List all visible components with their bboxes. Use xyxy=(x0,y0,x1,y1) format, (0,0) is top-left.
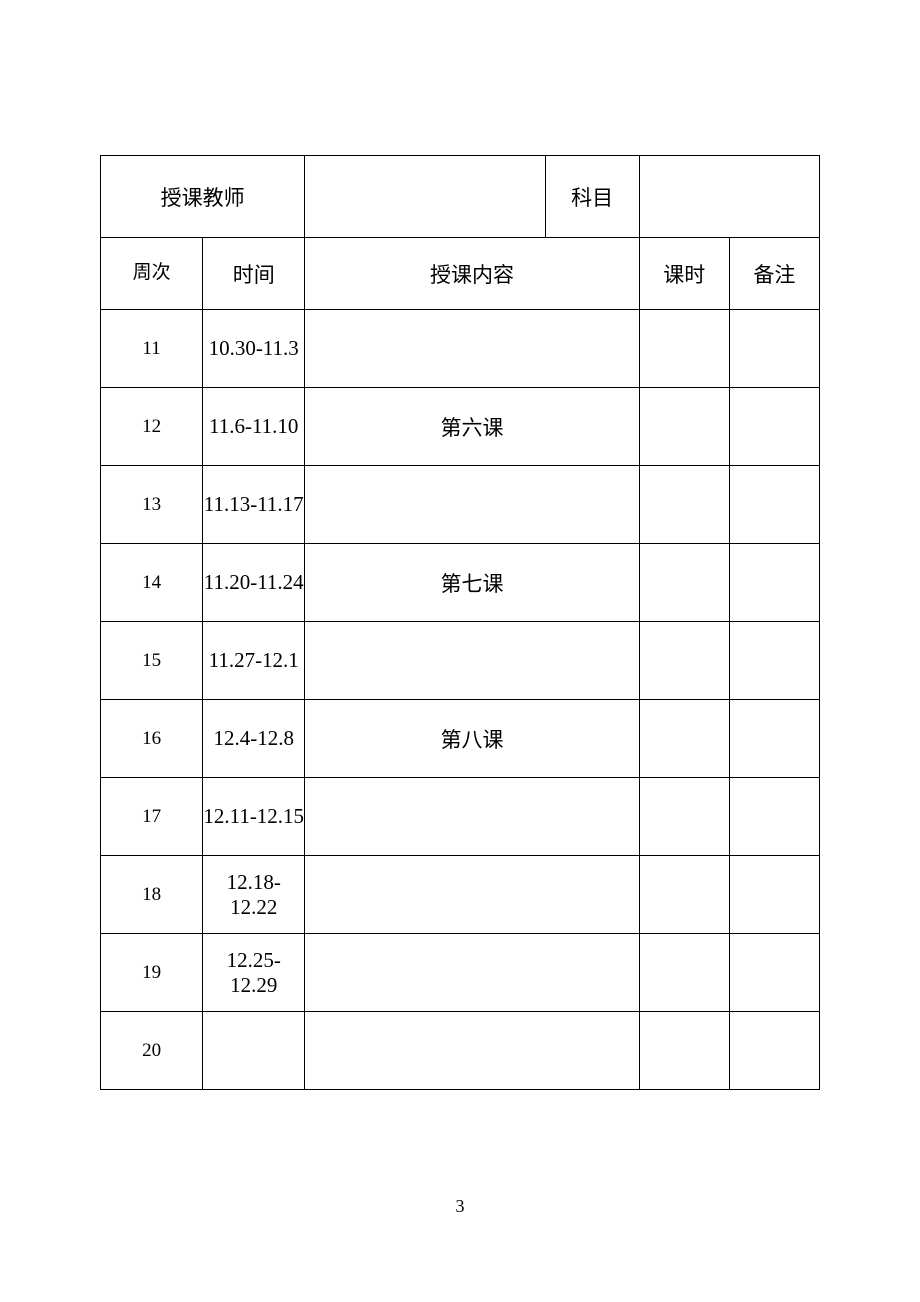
subject-value-cell xyxy=(639,156,819,238)
cell-content xyxy=(305,934,639,1012)
cell-hours xyxy=(639,1012,729,1090)
cell-content xyxy=(305,622,639,700)
cell-hours xyxy=(639,700,729,778)
cell-content: 第七课 xyxy=(305,544,639,622)
cell-week: 14 xyxy=(101,544,203,622)
cell-hours xyxy=(639,310,729,388)
cell-hours xyxy=(639,466,729,544)
cell-week: 20 xyxy=(101,1012,203,1090)
cell-time: 12.11-12.15 xyxy=(203,778,305,856)
cell-week: 16 xyxy=(101,700,203,778)
table-row: 12 11.6-11.10 第六课 xyxy=(101,388,820,466)
col-header-hours: 课时 xyxy=(639,238,729,310)
cell-notes xyxy=(729,778,819,856)
table-row: 17 12.11-12.15 xyxy=(101,778,820,856)
cell-week: 17 xyxy=(101,778,203,856)
cell-content xyxy=(305,310,639,388)
table-column-header-row: 周次 时间 授课内容 课时 备注 xyxy=(101,238,820,310)
page-number: 3 xyxy=(0,1196,920,1217)
cell-notes xyxy=(729,310,819,388)
cell-time: 12.18-12.22 xyxy=(203,856,305,934)
col-header-week: 周次 xyxy=(101,238,203,310)
teacher-label-cell: 授课教师 xyxy=(101,156,305,238)
col-header-time: 时间 xyxy=(203,238,305,310)
page-container: 授课教师 科目 周次 时间 授课内容 课时 备注 11 10.30-11.3 1… xyxy=(0,0,920,1090)
cell-notes xyxy=(729,700,819,778)
subject-label-cell: 科目 xyxy=(545,156,639,238)
table-row: 18 12.18-12.22 xyxy=(101,856,820,934)
cell-content xyxy=(305,466,639,544)
cell-hours xyxy=(639,778,729,856)
table-row: 19 12.25-12.29 xyxy=(101,934,820,1012)
table-row: 20 xyxy=(101,1012,820,1090)
cell-content: 第六课 xyxy=(305,388,639,466)
col-header-content: 授课内容 xyxy=(305,238,639,310)
table-row: 15 11.27-12.1 xyxy=(101,622,820,700)
table-row: 11 10.30-11.3 xyxy=(101,310,820,388)
cell-notes xyxy=(729,934,819,1012)
cell-notes xyxy=(729,388,819,466)
cell-content xyxy=(305,778,639,856)
table-row: 14 11.20-11.24 第七课 xyxy=(101,544,820,622)
cell-time: 11.13-11.17 xyxy=(203,466,305,544)
cell-hours xyxy=(639,544,729,622)
cell-notes xyxy=(729,856,819,934)
col-header-notes: 备注 xyxy=(729,238,819,310)
cell-notes xyxy=(729,544,819,622)
cell-hours xyxy=(639,856,729,934)
col-header-week-text: 周次 xyxy=(133,262,171,283)
cell-time: 11.6-11.10 xyxy=(203,388,305,466)
cell-hours xyxy=(639,622,729,700)
cell-time: 12.25-12.29 xyxy=(203,934,305,1012)
cell-week: 19 xyxy=(101,934,203,1012)
cell-content: 第八课 xyxy=(305,700,639,778)
table-row: 16 12.4-12.8 第八课 xyxy=(101,700,820,778)
cell-hours xyxy=(639,388,729,466)
schedule-table: 授课教师 科目 周次 时间 授课内容 课时 备注 11 10.30-11.3 1… xyxy=(100,155,820,1090)
cell-time: 12.4-12.8 xyxy=(203,700,305,778)
cell-time xyxy=(203,1012,305,1090)
table-header-row: 授课教师 科目 xyxy=(101,156,820,238)
table-row: 13 11.13-11.17 xyxy=(101,466,820,544)
cell-time: 10.30-11.3 xyxy=(203,310,305,388)
cell-week: 11 xyxy=(101,310,203,388)
cell-time: 11.27-12.1 xyxy=(203,622,305,700)
cell-time: 11.20-11.24 xyxy=(203,544,305,622)
cell-content xyxy=(305,856,639,934)
cell-content xyxy=(305,1012,639,1090)
cell-notes xyxy=(729,1012,819,1090)
cell-notes xyxy=(729,622,819,700)
cell-week: 12 xyxy=(101,388,203,466)
cell-hours xyxy=(639,934,729,1012)
cell-week: 15 xyxy=(101,622,203,700)
teacher-value-cell xyxy=(305,156,545,238)
cell-week: 18 xyxy=(101,856,203,934)
cell-week: 13 xyxy=(101,466,203,544)
cell-notes xyxy=(729,466,819,544)
